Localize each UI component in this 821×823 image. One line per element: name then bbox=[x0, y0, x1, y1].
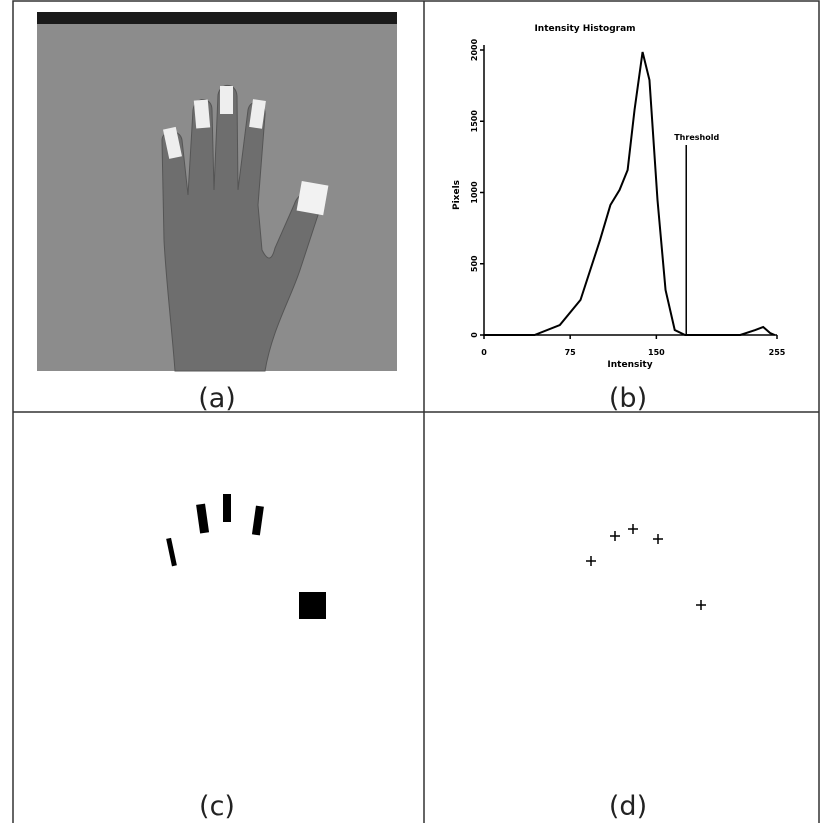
y-axis-label: Pixels bbox=[452, 180, 462, 210]
y-tick-label: 500 bbox=[470, 255, 479, 272]
panel-label: (d) bbox=[609, 791, 647, 822]
axes bbox=[483, 45, 777, 336]
y-tick-label: 2000 bbox=[470, 38, 479, 61]
panel-label: (c) bbox=[199, 791, 235, 822]
y-tick-label: 0 bbox=[470, 332, 479, 338]
x-tick-label: 75 bbox=[565, 348, 577, 357]
x-tick-label: 150 bbox=[648, 348, 665, 357]
x-axis-label: Intensity bbox=[607, 360, 652, 370]
panel-label: (b) bbox=[609, 383, 647, 414]
histogram-line bbox=[484, 52, 775, 335]
figure: (a) (b) (c) (d) Intensity Histogram Inte… bbox=[0, 0, 821, 823]
binary-blobs bbox=[166, 494, 326, 619]
page: {"panels": [ {"label": "(a)"}, {"label":… bbox=[0, 0, 821, 823]
x-tick-label: 255 bbox=[769, 348, 786, 357]
y-tick-label: 1500 bbox=[470, 110, 479, 133]
hand-photo bbox=[37, 12, 397, 371]
chart-title: Intensity Histogram bbox=[534, 24, 635, 34]
threshold-label: Threshold bbox=[674, 133, 719, 142]
x-tick-label: 0 bbox=[481, 348, 487, 357]
panel-label: (a) bbox=[198, 383, 236, 414]
y-tick-label: 1000 bbox=[470, 181, 479, 204]
centroid-crosses bbox=[586, 524, 706, 610]
